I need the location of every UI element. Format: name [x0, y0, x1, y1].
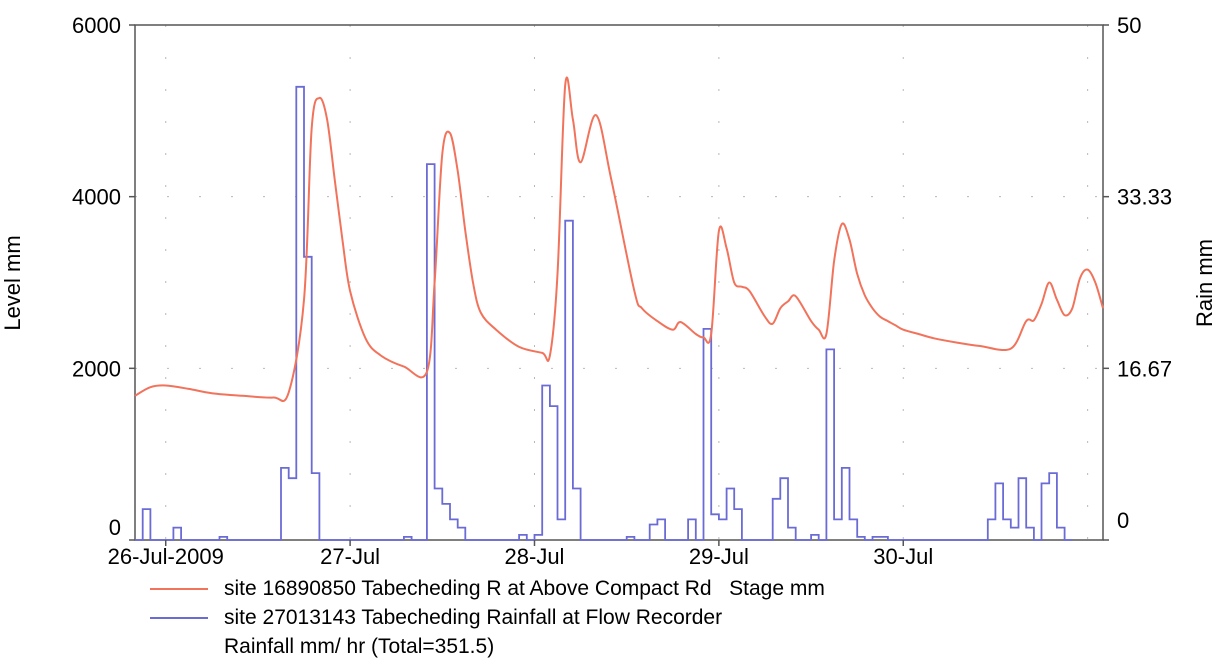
right-tick-label-1: 16.67 — [1117, 356, 1172, 381]
x-tick-label-1: 27-Jul — [320, 544, 380, 569]
x-tick-label-4: 30-Jul — [873, 544, 933, 569]
right-tick-label-0: 0 — [1117, 508, 1129, 533]
legend: site 16890850 Tabecheding R at Above Com… — [150, 574, 825, 661]
x-tick-label-0: 26-Jul-2009 — [108, 544, 224, 569]
right-axis-label: Rain mm — [1192, 239, 1217, 327]
left-tick-label-2: 4000 — [72, 185, 121, 210]
legend-label-rainfall-total: Rainfall mm/ hr (Total=351.5) — [224, 635, 495, 658]
right-axis-ticks: 0 16.67 33.33 50 — [1103, 13, 1172, 541]
right-tick-label-3: 50 — [1117, 13, 1141, 38]
legend-label-rainfall: site 27013143 Tabecheding Rainfall at Fl… — [224, 606, 723, 629]
left-tick-label-1: 2000 — [72, 356, 121, 381]
grid-lines — [135, 25, 1103, 540]
series-rainfall — [135, 85, 1073, 541]
left-axis-label: Level mm — [0, 235, 25, 330]
x-axis-ticks: 26-Jul-2009 27-Jul 28-Jul 29-Jul 30-Jul — [108, 540, 933, 569]
plot-area — [134, 24, 1104, 541]
plot-frame — [134, 24, 1104, 541]
legend-label-stage: site 16890850 Tabecheding R at Above Com… — [224, 577, 825, 600]
series-layer — [134, 76, 1104, 541]
right-tick-label-2: 33.33 — [1117, 185, 1172, 210]
x-tick-label-3: 29-Jul — [689, 544, 749, 569]
series-stage — [134, 76, 1104, 403]
left-axis-ticks: 0 2000 4000 6000 — [72, 13, 135, 541]
legend-swatch-rainfall — [150, 617, 208, 619]
left-tick-label-3: 6000 — [72, 13, 121, 38]
legend-item-stage: site 16890850 Tabecheding R at Above Com… — [150, 574, 825, 603]
x-tick-label-2: 28-Jul — [505, 544, 565, 569]
legend-swatch-stage — [150, 588, 208, 590]
legend-item-rainfall: site 27013143 Tabecheding Rainfall at Fl… — [150, 603, 825, 632]
left-tick-label-0: 0 — [109, 515, 121, 540]
